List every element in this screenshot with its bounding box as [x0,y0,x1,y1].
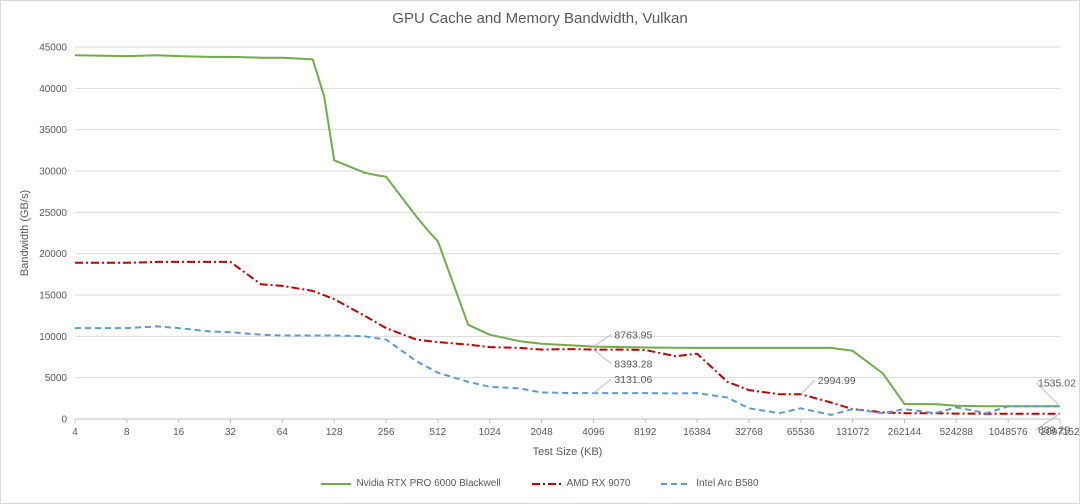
x-tick-label: 2048 [530,427,553,438]
x-tick-label: 16 [173,427,185,438]
x-tick-label: 4 [72,427,78,438]
x-tick-label: 32768 [735,427,763,438]
y-tick-label: 15000 [39,291,67,302]
annotation-leader [593,349,612,365]
x-axis-label: Test Size (KB) [533,446,603,458]
x-tick-label: 524288 [940,427,974,438]
x-axis-ticks: 4 8 16 32 64 128 256 512 1024 2048 4096 8192 16384 32… [72,419,1080,438]
x-tick-label: 256 [378,427,395,438]
x-tick-label: 65536 [787,427,815,438]
series-line-0 [74,54,1060,408]
series-line-1 [75,260,1060,415]
y-axis-ticks: 0 5000 10000 15000 20000 25000 30000 35000 40000… [39,43,67,426]
legend-item-amd: AMD RX 9070 [531,478,631,489]
y-tick-label: 0 [61,415,67,426]
y-tick-label: 35000 [39,125,67,136]
series-line-2 [75,325,1060,416]
data-label: 8393.28 [614,359,652,371]
annotation-leader [800,379,816,395]
x-tick-label: 64 [277,427,289,438]
data-label: 2994.99 [818,375,856,387]
data-label: 639.29 [1038,425,1070,437]
legend-swatch-intel [661,482,692,485]
series-group [74,54,1060,416]
legend-item-nvidia: Nvidia RTX PRO 6000 Blackwell [321,478,501,489]
data-label: 3131.06 [614,374,652,386]
y-axis-label: Bandwidth (GB/s) [19,190,31,276]
x-tick-label: 262144 [888,427,922,438]
y-tick-label: 20000 [39,249,67,260]
legend: Nvidia RTX PRO 6000 Blackwell AMD RX 907… [0,478,1080,491]
legend-label-nvidia: Nvidia RTX PRO 6000 Blackwell [356,478,501,489]
x-tick-label: 2097152 [1041,427,1080,438]
x-tick-label: 1048576 [989,427,1028,438]
annotations: 8763.95 8393.28 3131.06 2994.99 1535.02 639.2… [593,330,1076,437]
x-tick-label: 8192 [634,427,657,438]
x-tick-label: 131072 [836,427,870,438]
legend-swatch-nvidia [321,482,352,485]
legend-swatch-amd [531,482,562,485]
y-tick-label: 45000 [39,43,67,54]
data-label: 8763.95 [614,330,652,342]
gridlines [75,46,1060,420]
y-tick-label: 25000 [39,208,67,219]
legend-label-intel: Intel Arc B580 [696,478,759,489]
data-label: 1535.02 [1038,377,1076,389]
y-tick-label: 40000 [39,84,67,95]
legend-item-intel: Intel Arc B580 [661,478,759,489]
annotation-leader [593,378,612,394]
y-tick-label: 10000 [39,332,67,343]
annotation-leader [593,334,612,347]
x-tick-label: 1024 [479,427,502,438]
x-tick-label: 512 [430,427,447,438]
annotation-leader [1035,381,1061,407]
x-tick-label: 4096 [582,427,605,438]
x-tick-label: 32 [225,427,237,438]
chart-title: GPU Cache and Memory Bandwidth, Vulkan [392,10,688,27]
x-tick-label: 8 [124,427,130,438]
x-tick-label: 128 [326,427,343,438]
x-tick-label: 16384 [683,427,711,438]
annotation-leader [1035,413,1061,431]
legend-label-amd: AMD RX 9070 [566,478,631,489]
y-tick-label: 5000 [45,373,68,384]
y-tick-label: 30000 [39,167,67,178]
